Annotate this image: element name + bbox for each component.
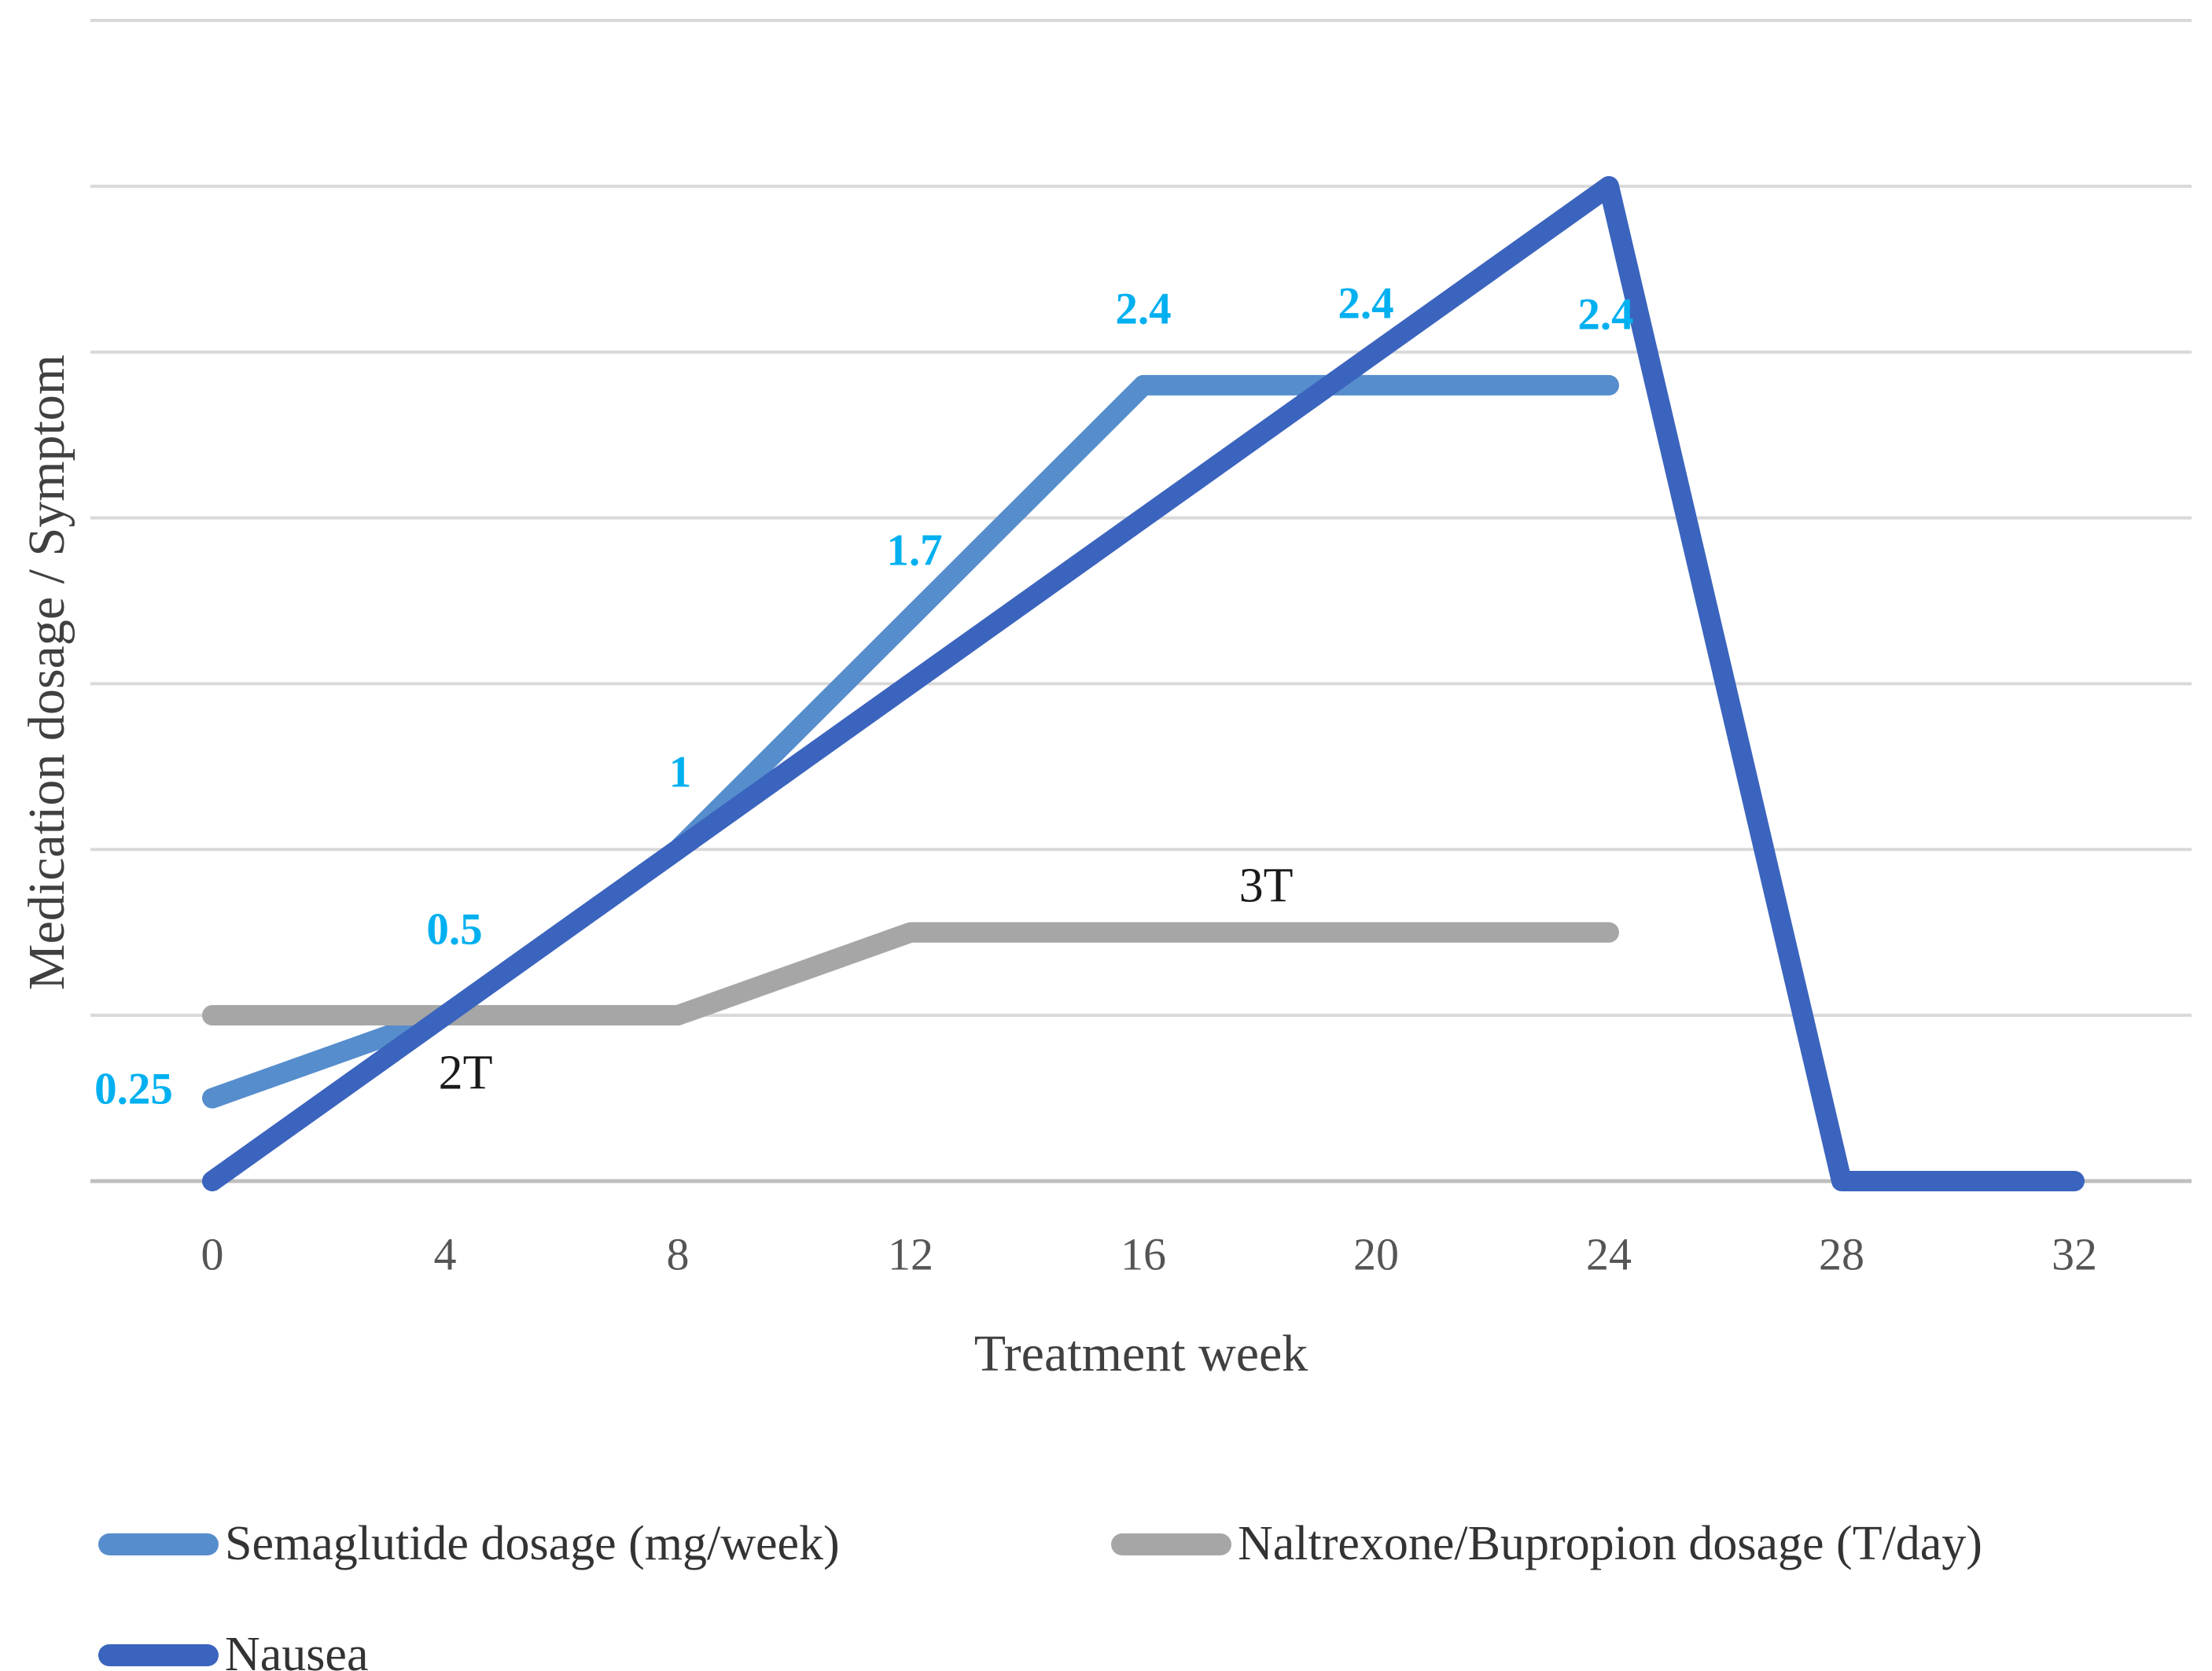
point-data-label: 3T	[1238, 859, 1294, 913]
x-tick-label: 8	[666, 1228, 690, 1280]
series-line-nausea	[202, 175, 2085, 1191]
series-line-semaglutide	[202, 374, 1619, 1109]
legend-swatch-semaglutide-line	[98, 1533, 219, 1555]
x-tick-label: 0	[201, 1228, 224, 1280]
point-data-label: 2.4	[1115, 284, 1172, 334]
x-tick-label: 12	[888, 1228, 933, 1280]
x-tick-label: 28	[1819, 1228, 1864, 1280]
x-tick-label: 4	[433, 1228, 457, 1280]
point-data-label: 2.4	[1577, 289, 1634, 340]
legend-swatch-naltrexone-line	[1111, 1533, 1231, 1555]
x-tick-label: 24	[1586, 1228, 1632, 1280]
x-axis-title: Treatment week	[974, 1325, 1308, 1382]
x-tick-label: 32	[2052, 1228, 2097, 1280]
series-line-naltrexonebupropion	[202, 922, 1619, 1026]
point-data-label: 2.4	[1338, 278, 1394, 329]
point-data-label: 0.5	[426, 904, 483, 955]
x-tick-label: 16	[1121, 1228, 1166, 1280]
point-data-label: 0.25	[94, 1064, 173, 1114]
y-axis-title: Medication dosage / Symptom	[18, 354, 75, 991]
x-tick-label: 20	[1353, 1228, 1399, 1280]
legend-item-naltrexone-bupropion: Naltrexone/Bupropion dosage (T/day)	[1111, 1516, 1982, 1572]
point-data-label: 1	[668, 747, 692, 797]
legend-item-semaglutide: Semaglutide dosage (mg/week)	[98, 1516, 840, 1572]
legend-swatch-nausea-line	[98, 1643, 219, 1666]
legend-label: Naltrexone/Bupropion dosage (T/day)	[1238, 1517, 1982, 1570]
point-data-label: 2T	[438, 1046, 493, 1100]
legend-label: Nausea	[225, 1628, 369, 1671]
legend-label: Semaglutide dosage (mg/week)	[225, 1517, 840, 1570]
legend-item-nausea: Nausea	[98, 1627, 368, 1671]
point-data-label: 1.7	[886, 525, 943, 576]
